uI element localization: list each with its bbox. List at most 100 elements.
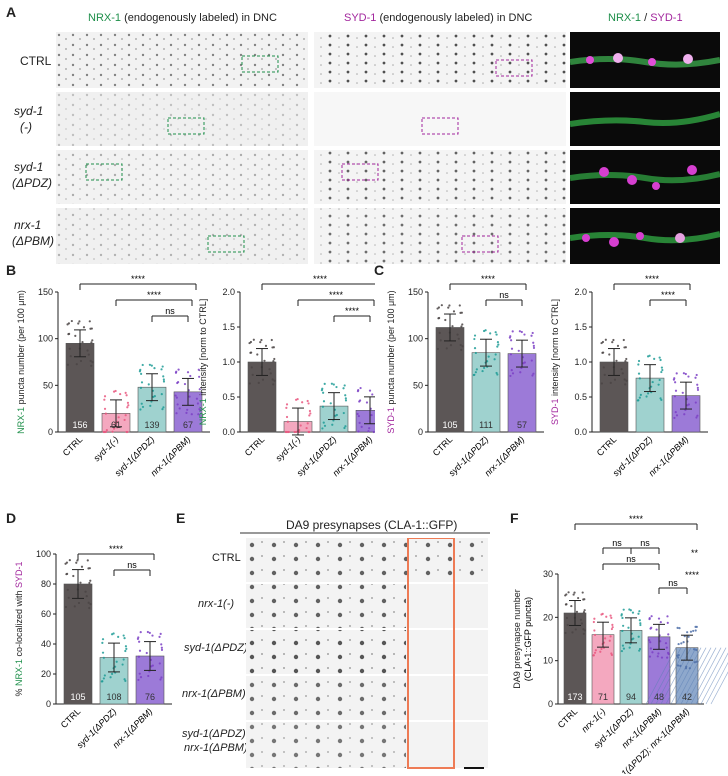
data-point	[624, 383, 627, 386]
data-point	[581, 591, 584, 594]
data-point	[687, 403, 690, 406]
data-point	[248, 382, 252, 385]
data-point	[622, 647, 626, 650]
data-point	[330, 382, 333, 385]
category-label: CTRL	[595, 434, 619, 458]
data-point	[600, 382, 604, 385]
data-point	[197, 368, 200, 371]
data-point	[198, 408, 201, 411]
data-point	[260, 338, 263, 342]
y-tick-label: 100	[38, 334, 53, 344]
data-point	[648, 617, 651, 620]
data-point	[308, 430, 311, 434]
data-point	[139, 386, 143, 389]
data-point	[575, 610, 579, 613]
bar	[435, 327, 465, 433]
data-point	[115, 660, 118, 663]
data-point	[309, 412, 312, 415]
data-point	[147, 383, 150, 386]
data-point	[183, 382, 187, 386]
data-point	[103, 395, 107, 398]
scale-bar	[464, 767, 484, 769]
sig-label: ****	[109, 544, 124, 554]
data-point	[101, 651, 105, 654]
data-point	[198, 388, 201, 391]
data-point	[293, 430, 296, 434]
data-point	[139, 631, 142, 634]
data-point	[592, 654, 595, 657]
y-axis-label: DA9 presynapse number	[512, 589, 522, 689]
data-point	[190, 413, 193, 416]
panel-e-title: DA9 presynapses (CLA-1::GFP)	[286, 518, 458, 532]
data-point	[137, 655, 141, 658]
data-point	[306, 422, 309, 425]
data-point	[523, 361, 526, 364]
data-point	[77, 601, 81, 605]
category-label: CTRL	[61, 434, 85, 458]
data-point	[677, 656, 680, 659]
data-point	[86, 559, 89, 562]
data-point	[695, 648, 698, 652]
data-point	[625, 379, 628, 382]
data-point	[322, 400, 326, 403]
data-point	[359, 386, 362, 390]
data-point	[68, 347, 71, 350]
data-point	[124, 649, 127, 653]
data-point	[137, 636, 140, 639]
data-point	[306, 399, 309, 403]
y-tick-label: 20	[543, 612, 553, 622]
e-row-label-syd1-pdz: syd-1(ΔPDZ)	[184, 642, 248, 654]
data-point	[294, 398, 298, 401]
sig-label: ns	[668, 578, 678, 588]
hatch	[695, 647, 727, 705]
data-point	[650, 385, 653, 388]
data-point	[628, 608, 631, 611]
data-point	[531, 331, 534, 335]
data-point	[259, 341, 262, 344]
data-point	[637, 612, 640, 615]
sig-label: ****	[661, 290, 676, 300]
data-point	[695, 416, 698, 419]
data-point	[160, 648, 164, 652]
data-point	[637, 363, 640, 366]
data-point	[583, 609, 586, 612]
data-point	[579, 618, 583, 621]
nrx1-label: NRX-1	[88, 12, 122, 24]
n-label: 105	[442, 420, 457, 430]
y-tick-label: 40	[41, 639, 51, 649]
hatch	[645, 647, 677, 705]
data-point	[577, 596, 580, 600]
n-label: 48	[654, 692, 664, 702]
sig-bracket: ns	[602, 538, 632, 554]
data-point	[127, 404, 130, 407]
data-point	[147, 674, 150, 678]
data-point	[81, 341, 84, 344]
data-point	[655, 628, 658, 631]
data-point	[687, 375, 690, 378]
data-point	[343, 426, 346, 430]
data-point	[666, 621, 669, 624]
data-point	[600, 647, 603, 650]
data-point	[91, 339, 94, 342]
category-label: CTRL	[556, 706, 580, 730]
data-point	[604, 338, 607, 341]
data-point	[616, 344, 620, 347]
data-point	[639, 622, 642, 625]
data-point	[447, 306, 450, 309]
data-point	[696, 414, 699, 417]
data-point	[620, 649, 624, 653]
data-point	[676, 664, 680, 667]
y-tick-label: 100	[36, 549, 51, 559]
y-tick-label: 2.0	[222, 287, 235, 297]
data-point	[372, 430, 375, 434]
data-point	[298, 430, 301, 434]
data-point	[139, 408, 142, 411]
data-point	[677, 653, 680, 657]
data-point	[101, 638, 105, 641]
category-label: CTRL	[243, 434, 267, 458]
data-point	[683, 413, 686, 416]
data-point	[457, 337, 460, 340]
data-point	[149, 404, 152, 407]
n-label: 61	[111, 420, 121, 430]
data-point	[308, 409, 312, 413]
